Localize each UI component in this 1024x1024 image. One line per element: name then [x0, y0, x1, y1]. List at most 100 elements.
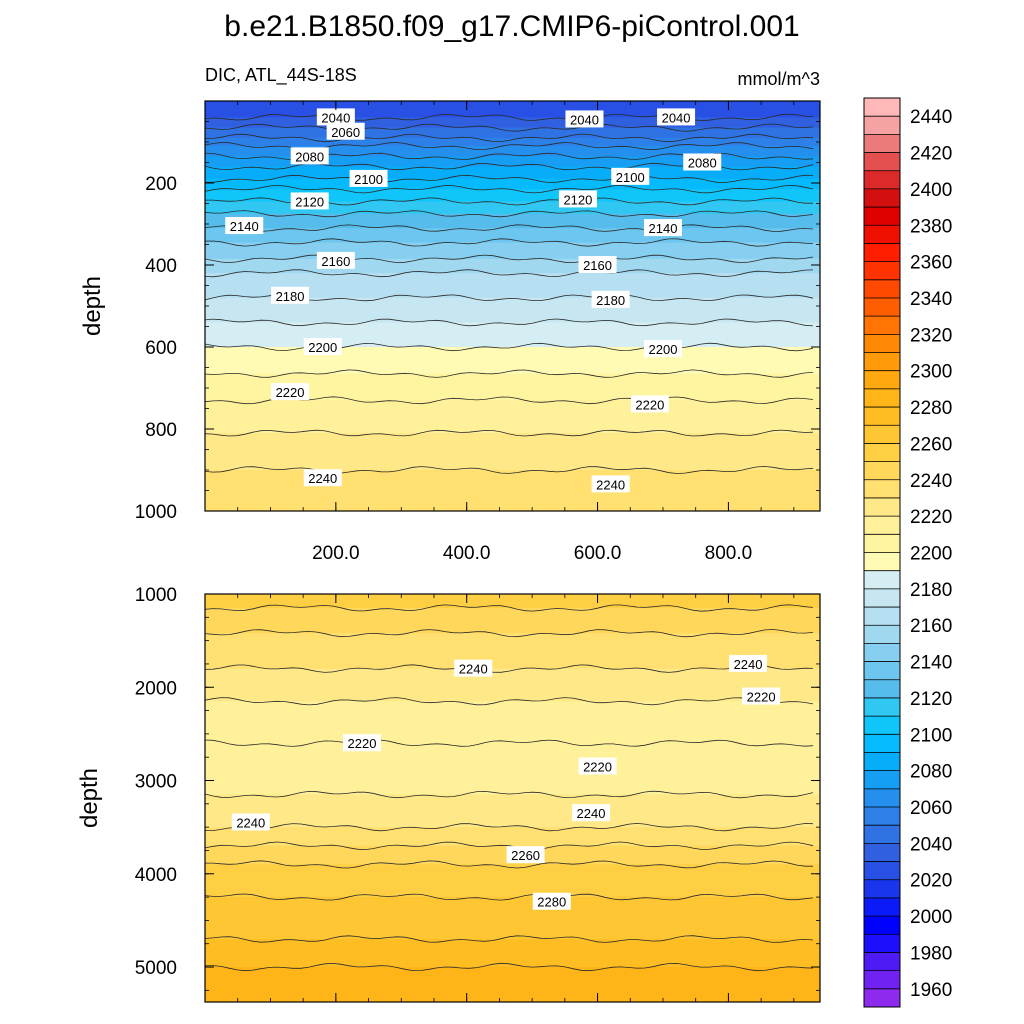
svg-text:2220: 2220	[747, 690, 776, 705]
svg-text:2100: 2100	[616, 170, 645, 185]
colorbar-label: 2200	[910, 544, 952, 565]
colorbar-swatch	[864, 552, 900, 571]
upper-fill-band	[205, 322, 820, 348]
upper-contour-label: 2080	[683, 153, 722, 171]
colorbar-label: 2120	[910, 689, 952, 710]
lower-y-axis-label: depth	[76, 768, 103, 828]
colorbar-swatch	[864, 788, 900, 808]
lower-contour-line-2230	[205, 790, 814, 799]
colorbar-swatch	[864, 243, 900, 262]
chart-title: b.e21.B1850.f09_g17.CMIP6-piControl.001	[224, 10, 799, 43]
colorbar-label: 2240	[910, 471, 952, 492]
colorbar-swatch	[864, 952, 900, 971]
colorbar-swatch	[864, 297, 900, 317]
upper-fill-band	[205, 228, 820, 243]
colorbar-swatch	[864, 861, 900, 881]
svg-text:2240: 2240	[459, 662, 488, 677]
upper-x-tick-label: 200.0	[312, 543, 360, 564]
lower-fill-band	[205, 939, 820, 968]
upper-contour-label: 2120	[558, 190, 597, 208]
colorbar-swatch	[864, 116, 900, 135]
lower-fill-band	[205, 967, 820, 1002]
upper-contour-line-2100	[205, 174, 814, 183]
colorbar-swatch	[864, 879, 900, 899]
lower-y-tick-label: 5000	[135, 958, 177, 979]
upper-contour-label: 2120	[290, 192, 329, 210]
colorbar-swatch	[864, 98, 900, 117]
upper-contour-label: 2220	[271, 383, 310, 401]
colorbar-swatch	[864, 425, 900, 444]
upper-fill-band	[205, 137, 820, 147]
svg-text:2140: 2140	[649, 221, 678, 236]
lower-fill-band	[205, 607, 820, 634]
colorbar-swatch	[864, 279, 900, 299]
colorbar-swatch	[864, 352, 900, 371]
colorbar-swatch	[864, 479, 900, 499]
colorbar-label: 2140	[910, 653, 952, 674]
colorbar-label: 2060	[910, 798, 952, 819]
upper-contour-line-2140	[205, 224, 814, 232]
colorbar-swatch	[864, 570, 900, 590]
colorbar-swatch	[864, 679, 900, 699]
colorbar-swatch	[864, 497, 900, 517]
upper-contour-line-2130	[205, 210, 814, 218]
svg-text:2240: 2240	[236, 815, 265, 830]
svg-text:2200: 2200	[308, 340, 337, 355]
colorbar: 1960 1980 2000 2020 2040 2060 2080 2100 2120 2140…	[863, 97, 952, 1008]
lower-contour-line-2270	[205, 893, 814, 901]
lower-panel: 2240 2240 2220 2220 2220 2240 2240 2260 2280 1000…	[135, 585, 821, 1003]
lower-fill-band	[205, 701, 820, 744]
upper-fill-band	[205, 470, 820, 511]
upper-x-tick-label: 600.0	[574, 543, 622, 564]
lower-contour-label: 2260	[506, 846, 545, 864]
upper-y-tick-label: 400	[145, 256, 177, 277]
colorbar-label: 2000	[910, 907, 952, 928]
upper-contour-label: 2040	[316, 108, 355, 126]
upper-contour-label: 2200	[303, 338, 342, 355]
colorbar-swatch	[864, 261, 900, 281]
upper-fill-band	[205, 178, 820, 190]
lower-contour-line-2230	[205, 697, 814, 706]
svg-text:2180: 2180	[276, 289, 305, 304]
lower-contour-line-2240	[205, 822, 814, 832]
svg-text:2280: 2280	[537, 895, 566, 910]
upper-contour-label: 2140	[643, 219, 682, 237]
colorbar-label: 1980	[910, 943, 952, 964]
colorbar-label: 2340	[910, 289, 952, 310]
svg-text:2240: 2240	[596, 477, 625, 492]
colorbar-label: 2320	[910, 325, 952, 346]
colorbar-label: 2040	[910, 834, 952, 855]
svg-text:2060: 2060	[331, 125, 360, 140]
upper-y-tick-label: 600	[145, 338, 177, 359]
colorbar-swatch	[864, 752, 900, 771]
colorbar-swatch	[864, 170, 900, 190]
svg-text:2160: 2160	[321, 254, 350, 269]
upper-x-tick-label: 800.0	[705, 543, 753, 564]
colorbar-swatch	[864, 370, 900, 390]
upper-contour-label: 2180	[271, 286, 310, 304]
colorbar-swatch	[864, 807, 900, 826]
upper-contour-label: 2060	[326, 122, 365, 140]
lower-fill-band	[205, 668, 820, 702]
colorbar-swatch	[864, 316, 900, 335]
svg-text:2200: 2200	[649, 342, 678, 357]
svg-text:2240: 2240	[734, 657, 763, 672]
lower-fill-band	[205, 864, 820, 898]
upper-contour-label: 2220	[630, 395, 669, 413]
lower-y-tick-label: 2000	[135, 678, 177, 699]
colorbar-swatch	[864, 588, 900, 608]
colorbar-swatch	[864, 661, 900, 681]
upper-contour-label: 2040	[657, 108, 696, 126]
upper-fill-band	[205, 117, 820, 129]
colorbar-label: 2380	[910, 216, 952, 237]
lower-fill-band	[205, 633, 820, 670]
lower-contour-label: 2240	[572, 804, 611, 822]
upper-contour-label: 2140	[225, 217, 264, 235]
svg-text:2240: 2240	[308, 471, 337, 486]
upper-fill-band	[205, 156, 820, 168]
colorbar-swatch	[864, 643, 900, 662]
lower-contour-label: 2240	[454, 659, 493, 677]
colorbar-swatch	[864, 334, 900, 353]
